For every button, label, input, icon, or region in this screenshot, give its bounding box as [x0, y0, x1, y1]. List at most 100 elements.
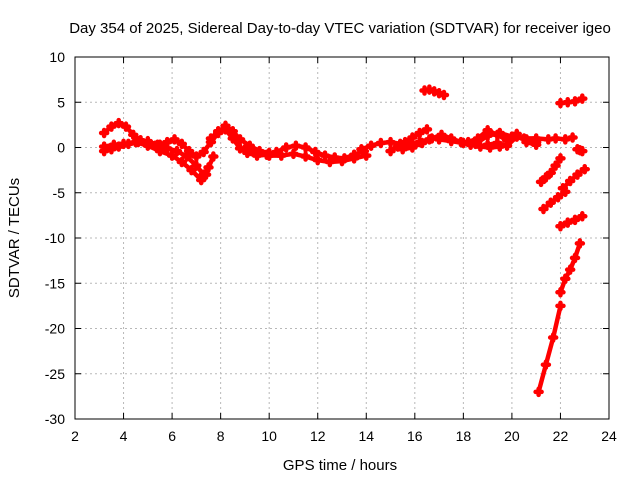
- data-point: [98, 141, 110, 152]
- data-point: [472, 133, 484, 144]
- data-point: [385, 145, 396, 157]
- data-point: [375, 137, 387, 149]
- data-point: [300, 151, 311, 162]
- x-tick-label: 6: [168, 428, 176, 444]
- data-point: [276, 150, 287, 161]
- data-point: [198, 146, 209, 158]
- data-point: [545, 167, 556, 179]
- data-point: [191, 160, 202, 171]
- data-point: [120, 121, 132, 132]
- x-tick-label: 20: [504, 428, 520, 444]
- data-point: [560, 273, 571, 284]
- data-point: [562, 217, 573, 228]
- data-point: [166, 150, 178, 161]
- data-point: [416, 137, 428, 149]
- y-tick-label: 10: [49, 49, 65, 65]
- x-tick-label: 18: [456, 428, 472, 444]
- data-point: [421, 124, 433, 135]
- data-point: [365, 140, 377, 151]
- data-point: [438, 89, 450, 101]
- data-point: [407, 142, 418, 153]
- series-arc-15: [541, 189, 568, 212]
- x-tick-label: 14: [358, 428, 374, 444]
- data-point: [397, 144, 408, 155]
- data-point: [470, 138, 481, 150]
- y-axis-label: SDTVAR / TECUs: [6, 178, 23, 298]
- data-point: [385, 136, 396, 148]
- data-point: [212, 125, 224, 137]
- data-point: [552, 192, 564, 203]
- x-axis-label: GPS time / hours: [283, 457, 397, 474]
- x-tick-label: 16: [407, 428, 423, 444]
- x-tick-labels: 2 4 6 8 10 12 14 16 18 20 22 24: [71, 428, 617, 444]
- data-point: [399, 136, 411, 148]
- data-point: [113, 117, 124, 129]
- data-point: [501, 140, 513, 151]
- data-point: [300, 142, 311, 153]
- gridlines: [75, 57, 609, 419]
- data-point: [433, 134, 445, 145]
- data-point: [535, 176, 547, 188]
- data-point: [106, 121, 117, 132]
- data-point: [324, 156, 336, 168]
- data-point: [540, 172, 552, 183]
- data-point: [205, 133, 217, 144]
- data-point: [176, 156, 188, 168]
- data-point: [183, 145, 195, 157]
- data-point: [577, 145, 588, 157]
- data-series: [98, 84, 590, 398]
- data-point: [564, 264, 576, 275]
- data-point: [569, 252, 581, 264]
- data-point: [492, 137, 503, 149]
- data-point: [560, 134, 571, 145]
- data-point: [312, 154, 323, 166]
- data-point: [557, 182, 569, 194]
- data-point: [533, 386, 544, 398]
- data-point: [538, 203, 549, 215]
- data-point: [239, 144, 251, 155]
- data-point: [555, 153, 566, 164]
- data-point: [169, 134, 180, 145]
- data-point: [550, 160, 561, 171]
- y-tick-label: -20: [45, 321, 65, 337]
- x-tick-label: 12: [310, 428, 326, 444]
- data-point: [482, 125, 493, 136]
- data-point: [569, 214, 581, 226]
- axis-ticks: [74, 56, 610, 420]
- data-point: [130, 136, 141, 148]
- data-point: [108, 139, 120, 151]
- data-point: [555, 300, 566, 312]
- data-point: [543, 134, 554, 145]
- data-point: [530, 136, 542, 148]
- data-point: [572, 169, 583, 180]
- data-point: [579, 163, 590, 175]
- data-point: [251, 147, 263, 159]
- data-point: [186, 164, 197, 176]
- data-point: [445, 135, 457, 147]
- y-tick-label: -5: [53, 185, 66, 201]
- y-tick-label: -15: [45, 275, 65, 291]
- data-point: [176, 138, 188, 150]
- data-point: [280, 142, 292, 153]
- data-point: [492, 129, 503, 141]
- data-point: [567, 132, 578, 143]
- data-point: [426, 133, 438, 144]
- data-point: [181, 151, 192, 162]
- series-arc-20: [536, 303, 563, 395]
- data-point: [310, 146, 321, 158]
- data-point: [161, 136, 173, 148]
- y-tick-labels: -30 -25 -20 -15 -10 -5 0 5 10: [45, 49, 65, 427]
- y-tick-label: 5: [57, 94, 65, 110]
- data-point: [319, 150, 331, 161]
- data-point: [547, 332, 559, 343]
- data-point: [98, 127, 110, 139]
- x-tick-label: 2: [71, 428, 79, 444]
- data-point: [142, 140, 154, 151]
- data-point: [577, 93, 588, 104]
- data-point: [336, 155, 348, 167]
- data-point: [118, 138, 129, 150]
- y-tick-label: -10: [45, 230, 65, 246]
- data-point: [203, 162, 214, 173]
- y-tick-label: -30: [45, 411, 65, 427]
